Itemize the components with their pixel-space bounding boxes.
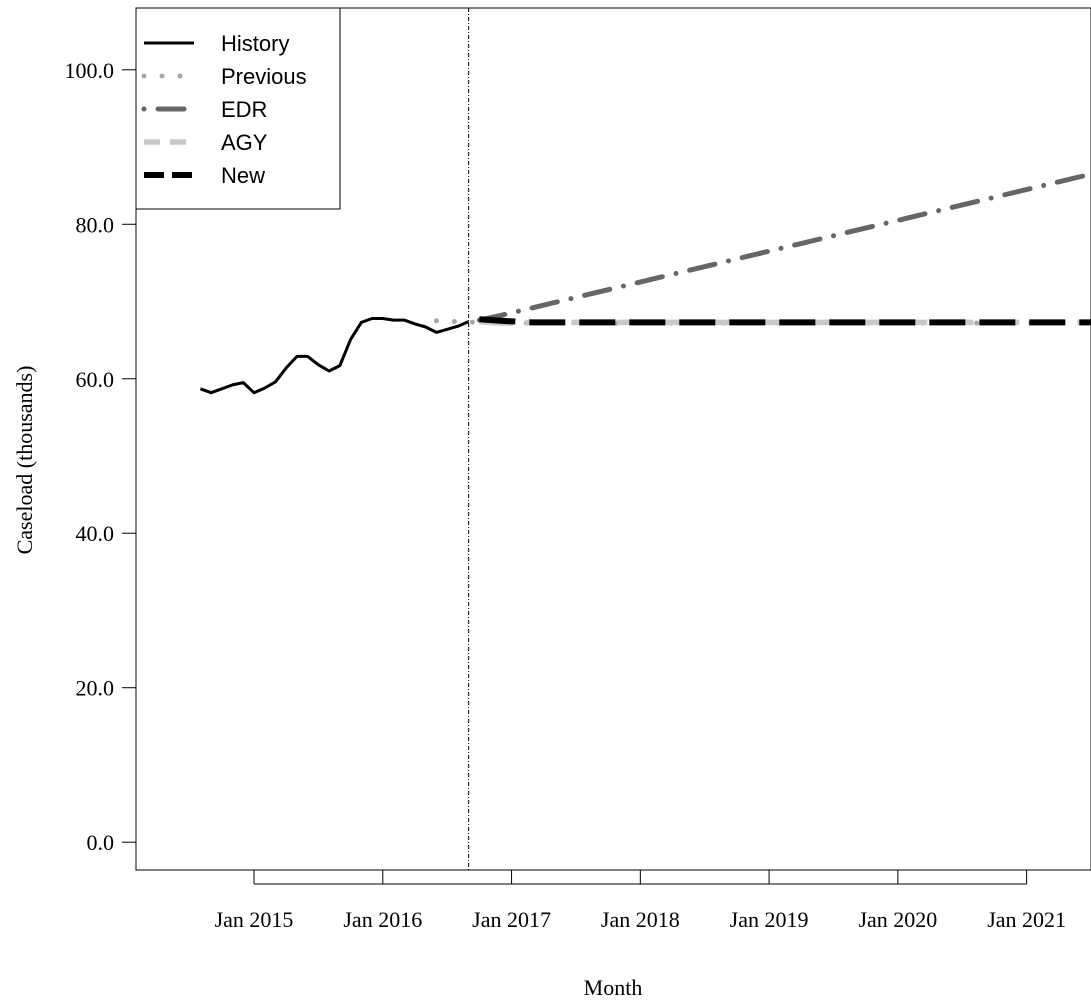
legend-label-new: New <box>221 163 265 188</box>
series-line-edr <box>476 171 1091 323</box>
x-tick-label: Jan 2015 <box>215 907 294 932</box>
x-tick-label: Jan 2021 <box>987 907 1066 932</box>
x-axis-title: Month <box>584 975 643 1000</box>
x-tick-label: Jan 2019 <box>730 907 809 932</box>
y-axis-title: Caseload (thousands) <box>12 366 37 555</box>
y-tick-label: 20.0 <box>76 676 115 701</box>
legend-label-edr: EDR <box>221 97 267 122</box>
legend-label-previous: Previous <box>221 64 307 89</box>
y-axis: 0.0 20.0 40.0 60.0 80.0 100.0 <box>65 58 137 855</box>
y-tick-label: 100.0 <box>65 58 115 83</box>
y-tick-label: 80.0 <box>76 212 115 237</box>
y-tick-label: 60.0 <box>76 367 115 392</box>
series-layer <box>199 171 1091 395</box>
y-tick-label: 40.0 <box>76 521 115 546</box>
x-tick-label: Jan 2016 <box>343 907 422 932</box>
x-tick-label: Jan 2018 <box>601 907 680 932</box>
series-line-new <box>479 316 1091 326</box>
legend-label-agy: AGY <box>221 130 268 155</box>
x-tick-label: Jan 2017 <box>472 907 551 932</box>
x-axis: Jan 2015 Jan 2016 Jan 2017 Jan 2018 Jan 2019… <box>215 870 1066 932</box>
series-line-history <box>199 317 470 395</box>
legend: History Previous EDR AGY New <box>135 7 341 210</box>
y-tick-label: 0.0 <box>87 830 115 855</box>
legend-label-history: History <box>221 31 289 56</box>
x-tick-label: Jan 2020 <box>858 907 937 932</box>
